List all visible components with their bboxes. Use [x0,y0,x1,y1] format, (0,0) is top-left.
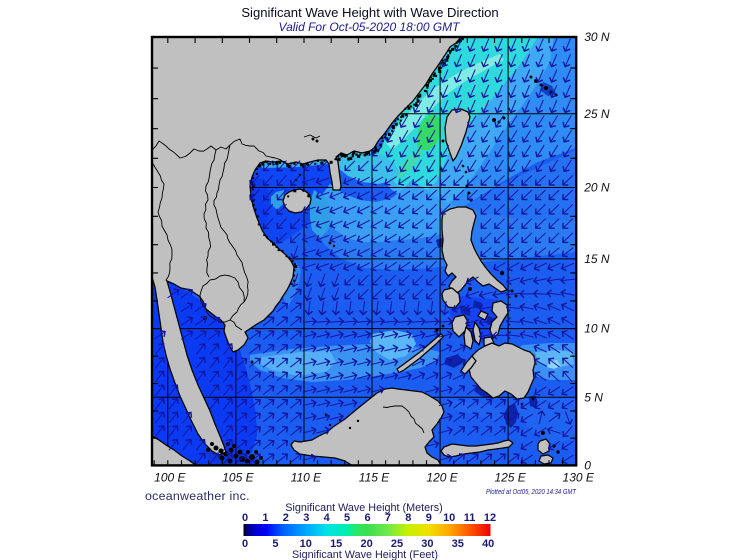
svg-text:2: 2 [283,512,289,524]
svg-text:11: 11 [464,512,476,524]
svg-text:1: 1 [262,512,268,524]
svg-text:Significant Wave Height (Meter: Significant Wave Height (Meters) [285,502,442,514]
svg-text:20: 20 [360,538,372,550]
svg-text:0: 0 [584,458,591,472]
svg-text:115 E: 115 E [359,471,390,485]
svg-text:8: 8 [405,512,411,524]
svg-text:Significant Wave Height (Feet): Significant Wave Height (Feet) [292,549,438,560]
svg-text:25: 25 [391,538,403,550]
svg-text:9: 9 [426,512,432,524]
svg-text:35: 35 [452,538,464,550]
svg-text:20 N: 20 N [583,180,610,194]
svg-text:130 E: 130 E [563,471,595,485]
svg-text:Plotted at Oct05, 2020 14:34 G: Plotted at Oct05, 2020 14:34 GMT [486,487,577,496]
svg-text:30 N: 30 N [584,30,610,44]
svg-text:120 E: 120 E [426,471,458,485]
svg-text:5 N: 5 N [584,390,603,404]
svg-text:125 E: 125 E [494,471,526,485]
svg-text:15 N: 15 N [584,252,610,266]
svg-text:15: 15 [330,538,342,550]
svg-text:6: 6 [364,512,370,524]
svg-text:40: 40 [482,538,494,550]
svg-text:7: 7 [385,512,391,524]
svg-text:10: 10 [443,512,455,524]
svg-text:oceanweather inc.: oceanweather inc. [145,489,250,503]
svg-text:10 N: 10 N [584,322,610,336]
svg-text:30: 30 [421,538,433,550]
svg-text:5: 5 [344,512,350,524]
svg-text:105 E: 105 E [222,471,254,485]
svg-text:Significant Wave Height with W: Significant Wave Height with Wave Direct… [241,5,498,20]
svg-text:25 N: 25 N [583,107,610,121]
svg-text:5: 5 [272,538,278,550]
svg-text:3: 3 [303,512,309,524]
svg-text:100 E: 100 E [154,471,186,485]
svg-text:10: 10 [300,538,312,550]
svg-text:0: 0 [242,512,248,524]
svg-text:110 E: 110 E [291,471,322,485]
svg-text:4: 4 [324,512,331,524]
svg-text:Valid For Oct-05-2020 18:00 GM: Valid For Oct-05-2020 18:00 GMT [279,20,462,34]
svg-text:12: 12 [484,512,496,524]
svg-text:0: 0 [242,538,248,550]
